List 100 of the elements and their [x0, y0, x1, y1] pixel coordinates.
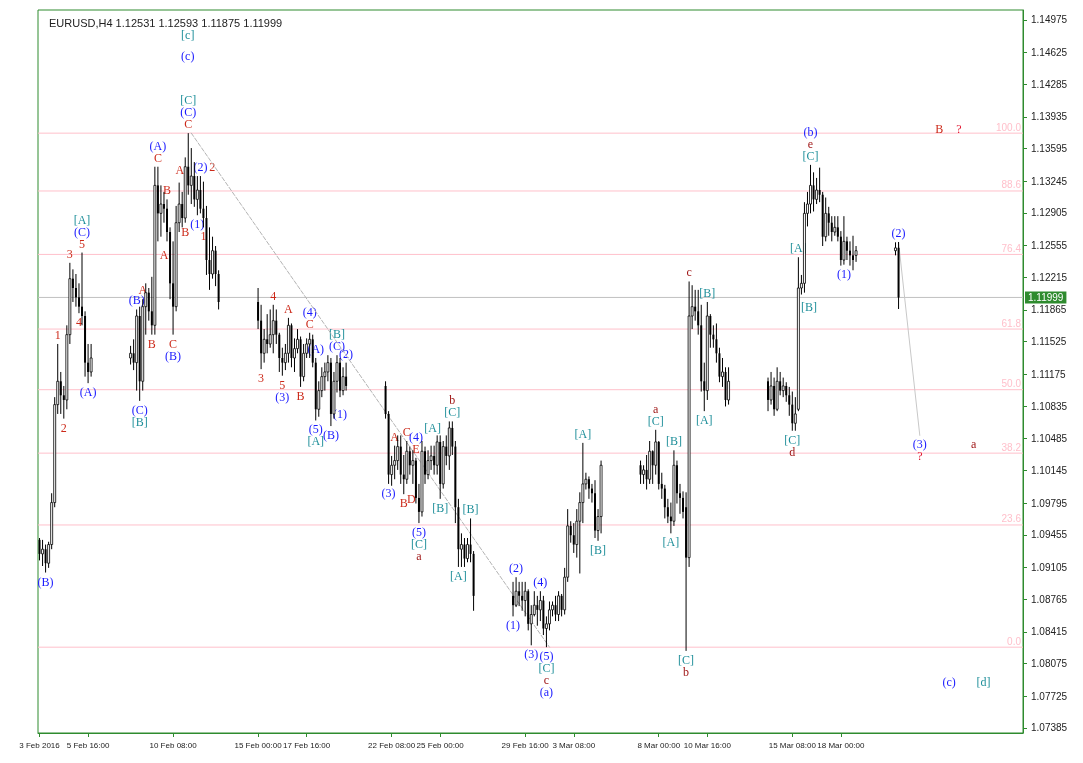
candlestick	[824, 197, 828, 242]
annotation: [B]	[699, 286, 716, 300]
annotation: 50.0	[1001, 378, 1022, 390]
annotation: C	[305, 316, 314, 331]
annotation: 1	[200, 229, 207, 244]
x-tick-label: 8 Mar 00:00	[637, 740, 681, 750]
candlestick	[463, 537, 466, 568]
y-tick-label: 1.13595	[1031, 143, 1068, 155]
annotation: (4)	[302, 304, 317, 319]
candlestick	[645, 454, 648, 491]
annotation: D	[406, 491, 416, 506]
candlestick	[830, 215, 833, 242]
candlestick	[812, 171, 815, 213]
annotation: A	[390, 429, 400, 444]
y-tick-label: 1.10485	[1031, 433, 1068, 445]
annotation: 23.6	[1001, 513, 1022, 525]
x-tick-label: 10 Feb 08:00	[149, 740, 198, 750]
annotation: 1	[54, 327, 61, 342]
annotation: 4	[75, 315, 82, 330]
annotation: (5)	[411, 525, 426, 540]
annotation: (A)	[79, 385, 97, 400]
candlestick	[536, 595, 539, 627]
y-tick-label: 1.14975	[1031, 14, 1068, 26]
annotation: (3)	[912, 437, 927, 452]
candlestick	[426, 449, 430, 480]
ref-line-label: 1.11999	[1028, 291, 1064, 303]
annotation: [A]	[662, 535, 680, 550]
y-tick-label: 1.07385	[1031, 722, 1068, 734]
candlestick	[833, 215, 837, 237]
candlestick	[271, 304, 275, 354]
annotation: [B]	[590, 542, 607, 557]
annotation: (c)	[181, 48, 195, 63]
candlestick	[512, 581, 515, 617]
y-tick-label: 1.09105	[1031, 561, 1068, 573]
candlestick	[518, 581, 521, 607]
candlestick	[41, 539, 44, 567]
candlestick	[639, 460, 642, 485]
candlestick	[663, 484, 666, 519]
annotation: [C]	[444, 405, 461, 420]
y-tick-label: 1.08415	[1031, 626, 1068, 638]
candlestick	[208, 226, 211, 291]
x-tick-label: 3 Feb 2016	[19, 740, 61, 750]
y-tick-label: 1.13935	[1031, 111, 1068, 123]
x-tick-label: 29 Feb 16:00	[501, 740, 550, 750]
annotation: 88.6	[1001, 179, 1022, 191]
annotation: [C]	[647, 413, 664, 428]
candlestick	[791, 391, 794, 432]
annotation: C	[169, 336, 178, 351]
annotation: 4	[270, 288, 277, 303]
annotation: (3)	[275, 389, 290, 404]
annotation: [B]	[462, 502, 479, 517]
annotation: [B]	[328, 327, 345, 342]
annotation: a	[416, 549, 423, 564]
candlestick	[827, 206, 830, 237]
candlestick	[521, 581, 524, 612]
y-tick-label: 1.14625	[1031, 46, 1068, 58]
annotation: 5	[279, 377, 286, 392]
annotation: [C]	[802, 148, 819, 163]
candlestick	[572, 522, 575, 554]
annotation: (B)	[322, 428, 339, 443]
annotation: B	[147, 336, 156, 351]
y-tick-label: 1.09795	[1031, 497, 1068, 509]
annotation: A	[159, 248, 169, 263]
annotation: (1)	[190, 217, 205, 232]
y-tick-label: 1.11525	[1031, 336, 1067, 348]
y-tick-label: 1.12555	[1031, 240, 1068, 252]
annotation: b	[683, 664, 690, 679]
x-tick-label: 22 Feb 08:00	[368, 740, 416, 750]
x-tick-label: 17 Feb 16:00	[283, 740, 331, 750]
annotation: [C]	[410, 537, 427, 552]
candlestick	[345, 362, 348, 392]
annotation: 3	[66, 246, 73, 261]
annotation: (4)	[533, 575, 548, 590]
x-tick-label: 5 Feb 16:00	[66, 740, 110, 750]
y-tick-label: 1.14285	[1031, 78, 1068, 90]
y-tick-label: 1.13245	[1031, 175, 1068, 187]
annotation: (b)	[803, 124, 818, 139]
annotation: B	[399, 496, 408, 511]
annotation: 38.2	[1001, 441, 1022, 453]
x-tick-label: 3 Mar 08:00	[552, 740, 596, 750]
x-tick-label: 15 Mar 08:00	[768, 740, 817, 750]
annotation: (2)	[509, 561, 524, 576]
annotation: (5)	[308, 422, 323, 437]
annotation: [C]	[538, 661, 555, 676]
candlestick	[594, 479, 596, 539]
annotation: B	[181, 224, 190, 239]
y-tick-label: 1.12905	[1031, 207, 1068, 219]
x-tick-label: 15 Feb 00:00	[234, 740, 283, 750]
y-tick-label: 1.08075	[1031, 658, 1068, 669]
candlestick	[842, 215, 846, 266]
y-tick-label: 1.07725	[1031, 690, 1068, 702]
annotation: [c]	[181, 27, 195, 42]
annotation: A	[284, 301, 294, 316]
annotation: 100.0	[995, 121, 1022, 133]
annotation: d	[789, 444, 796, 459]
annotation: A	[175, 163, 185, 178]
candlestick	[266, 313, 269, 354]
annotation: (3)	[524, 647, 539, 662]
annotation: B	[935, 122, 944, 137]
annotation: a	[653, 401, 660, 416]
